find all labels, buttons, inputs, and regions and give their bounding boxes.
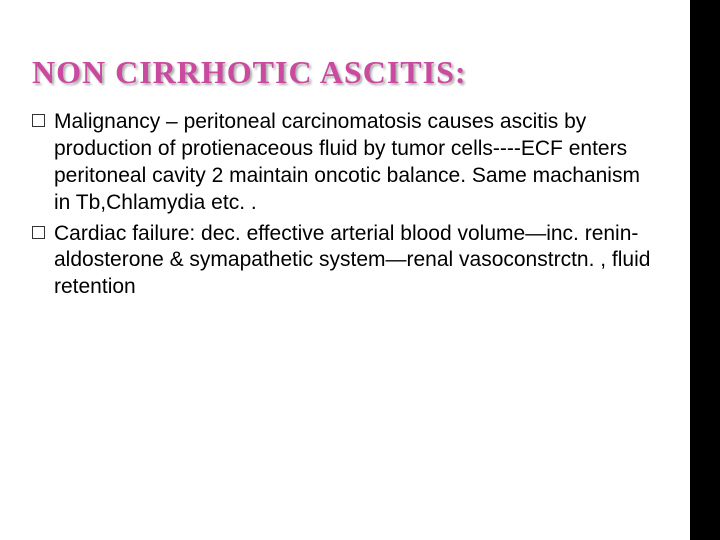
square-bullet-icon [32,114,45,127]
bullet-text: Malignancy – peritoneal carcinomatosis c… [54,110,640,214]
list-item: Malignancy – peritoneal carcinomatosis c… [32,109,658,217]
slide-title: NON CIRRHOTIC ASCITIS: [32,54,658,91]
side-strip [690,0,720,540]
bullet-text: Cardiac failure: dec. effective arterial… [54,222,650,299]
slide: NON CIRRHOTIC ASCITIS: Malignancy – peri… [0,0,690,540]
square-bullet-icon [32,226,45,239]
bullet-list: Malignancy – peritoneal carcinomatosis c… [32,109,658,301]
list-item: Cardiac failure: dec. effective arterial… [32,221,658,302]
